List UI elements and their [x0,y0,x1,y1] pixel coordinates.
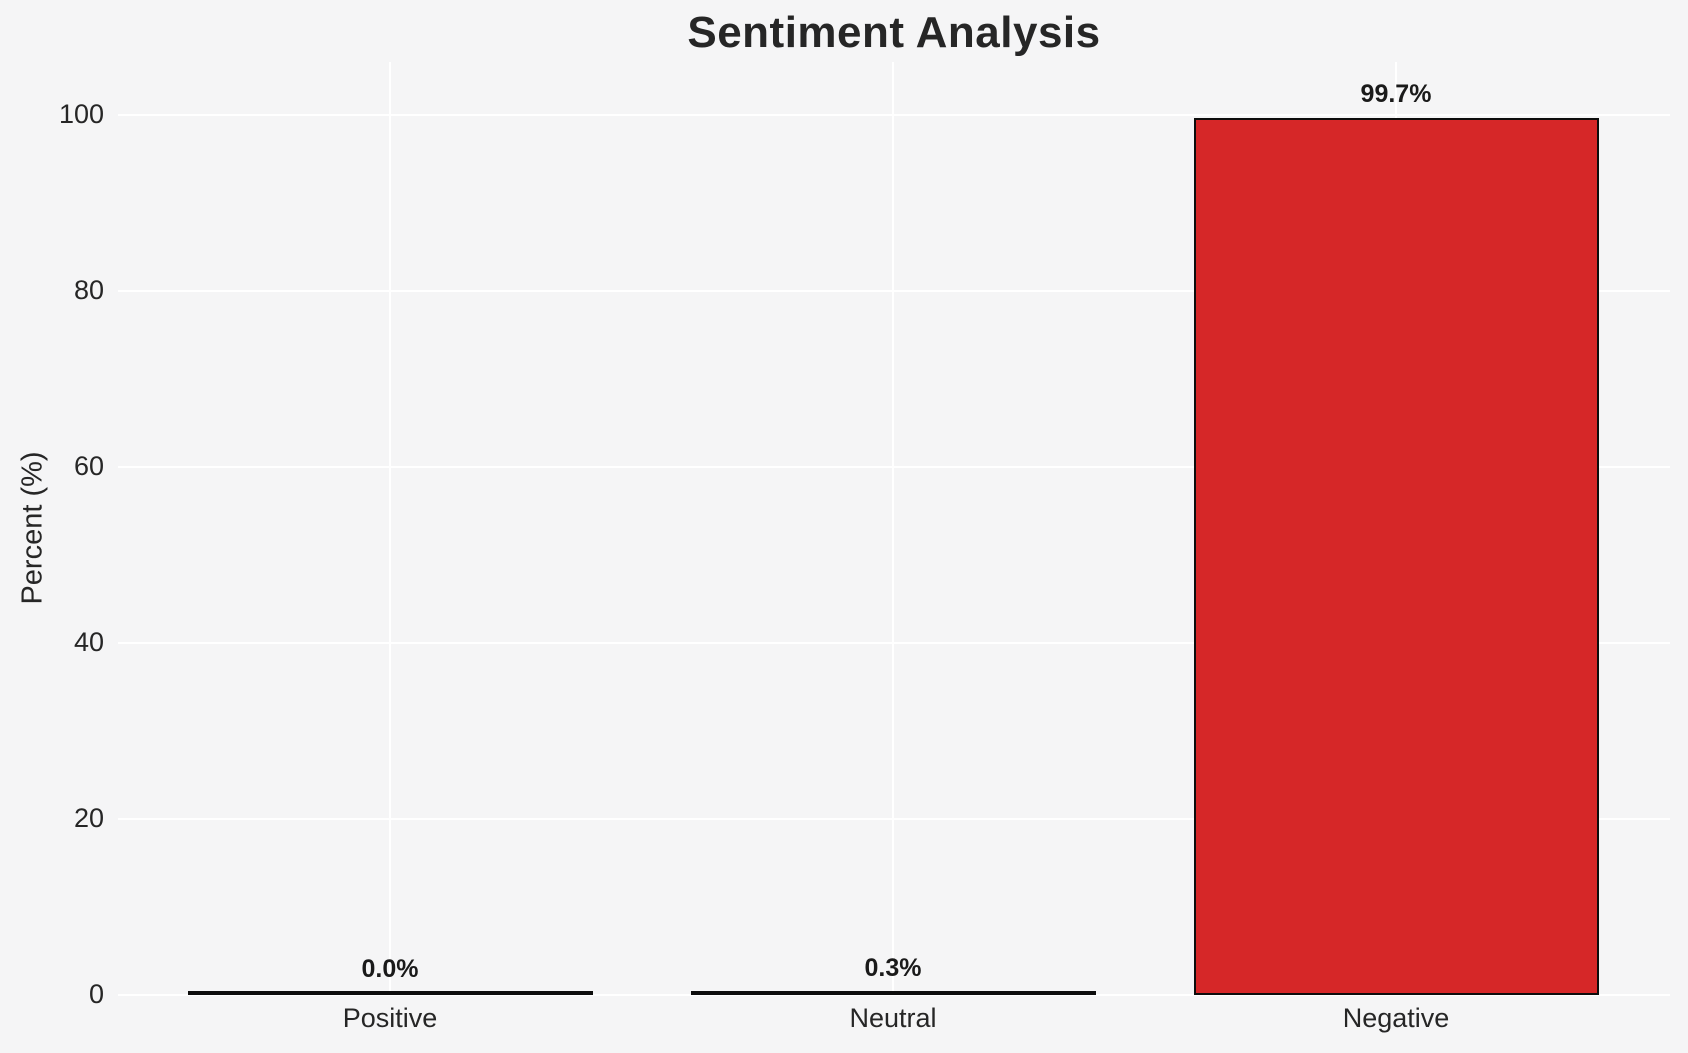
chart-title: Sentiment Analysis [687,8,1101,57]
x-tick-label-neutral: Neutral [849,1003,937,1033]
x-tick-label-positive: Positive [342,1003,438,1033]
y-gridline [118,290,1670,292]
bar-neutral [690,991,1096,995]
y-gridline [118,114,1670,116]
y-gridline [118,642,1670,644]
y-tick-label: 100 [58,99,104,129]
y-tick-label: 0 [88,979,104,1009]
y-tick-label: 80 [73,275,104,305]
bar-positive [187,991,593,995]
bar-value-label: 0.0% [361,955,419,983]
y-gridline [118,818,1670,820]
y-tick-label: 40 [73,627,104,657]
y-tick-label: 20 [73,803,104,833]
y-gridline [118,994,1670,996]
y-tick-label: 60 [73,451,104,481]
bar-value-label: 0.3% [864,954,922,982]
y-gridline [118,466,1670,468]
plot-area: 0.0% 0.3% 99.7% [118,62,1670,996]
bar-negative [1193,118,1599,995]
x-tick-label-negative: Negative [1342,1003,1450,1033]
x-gridline [389,62,391,995]
x-gridline [892,62,894,995]
bar-value-label: 99.7% [1360,80,1432,108]
